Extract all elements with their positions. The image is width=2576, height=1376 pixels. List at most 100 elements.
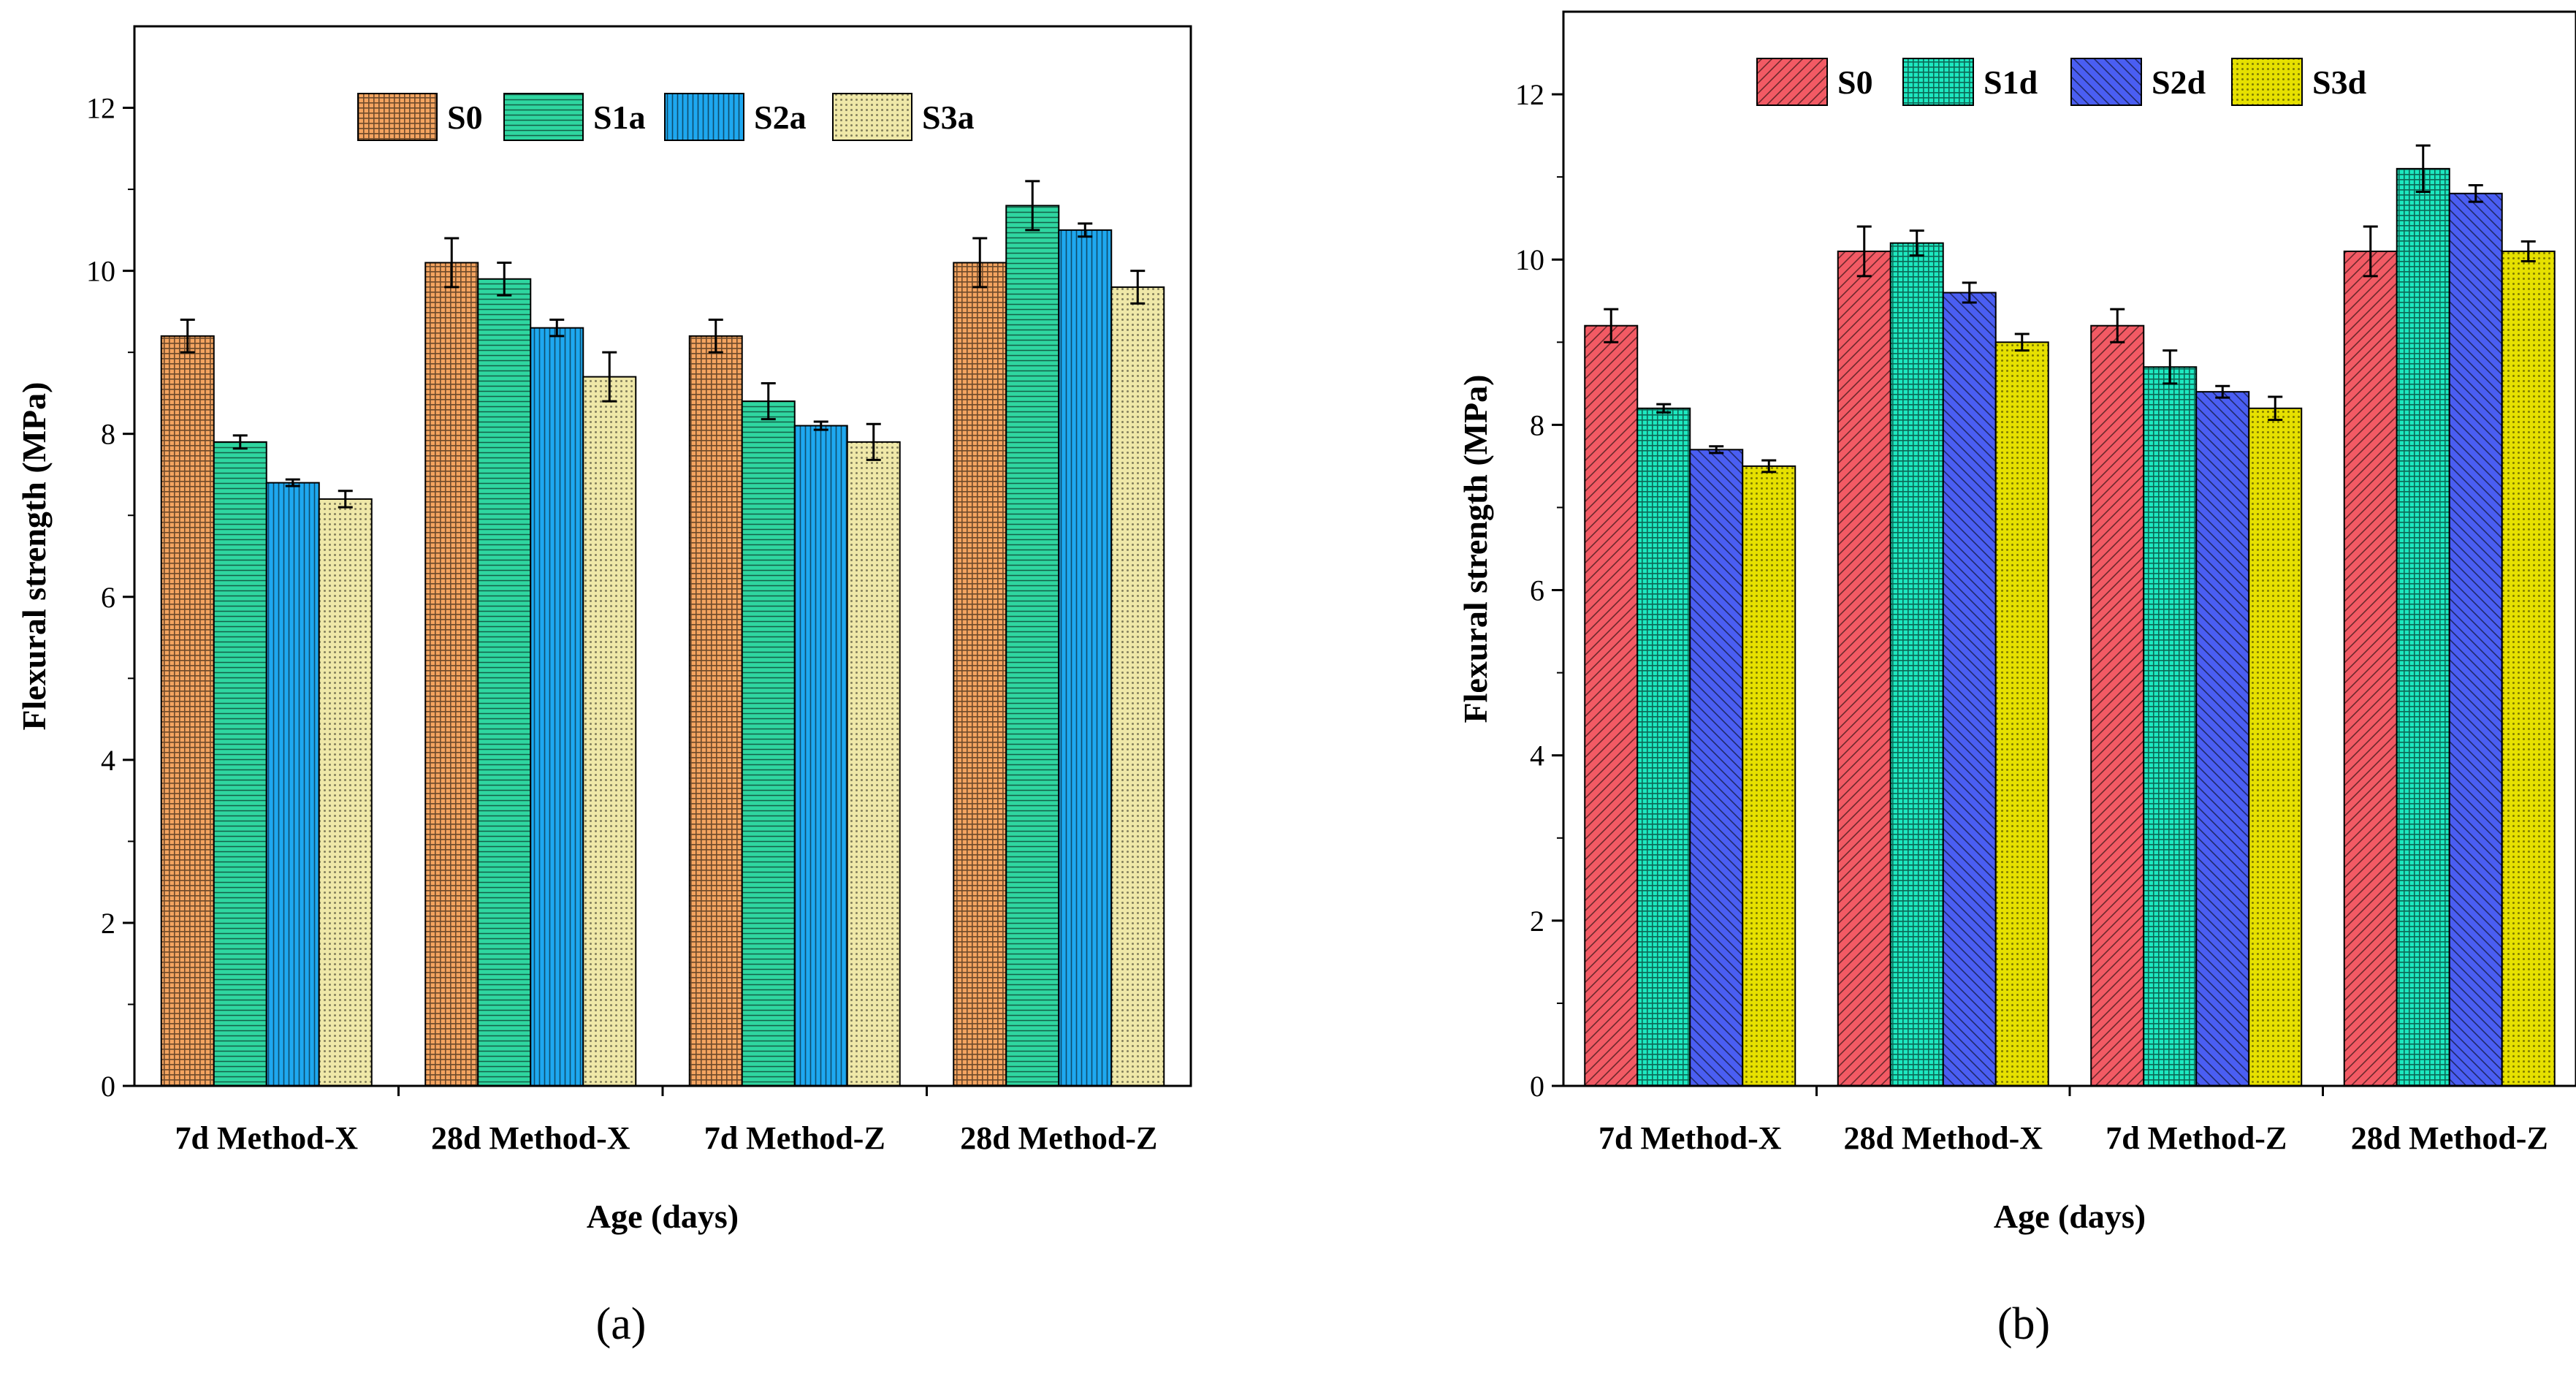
bar-s3a-2	[582, 376, 637, 1087]
legend-label-s1d: S1d	[1984, 64, 2038, 101]
x-tick-label: 28d Method-Z	[2351, 1120, 2548, 1156]
error-bar-s2d-1	[1709, 445, 1724, 455]
bar-s1d-2	[1889, 242, 1944, 1087]
x-axis-title: Age (days)	[587, 1198, 739, 1235]
y-tick-label: 6	[1530, 574, 1544, 607]
y-axis-title: Flexural strength (MPa)	[15, 382, 53, 731]
bar-s0-3	[688, 335, 743, 1087]
y-tick-label: 2	[1530, 905, 1544, 938]
y-tick-label: 8	[1530, 408, 1544, 441]
bar-s2d-3	[2195, 391, 2250, 1087]
y-tick-label: 6	[101, 581, 115, 614]
error-bar-s0-1	[1604, 308, 1619, 343]
bar-s3a-3	[846, 441, 901, 1087]
error-bar-s2d-3	[2215, 384, 2230, 399]
error-bar-s2d-4	[2468, 183, 2483, 203]
y-tick-label: 12	[86, 92, 115, 125]
y-tick-label: 2	[101, 907, 115, 940]
error-bar-s1d-2	[1909, 229, 1924, 257]
bar-s0-2	[424, 262, 479, 1087]
bar-s3a-1	[318, 498, 373, 1087]
chart-b: 7d Method-X 28d Method-X 7d Method-Z 28d Me…	[1457, 10, 2576, 1349]
error-bar-s2d-2	[1962, 281, 1977, 304]
plot-frame	[1562, 10, 2576, 1087]
bar-s2d-4	[2448, 192, 2503, 1087]
x-tick-label: 28d Method-Z	[960, 1120, 1157, 1156]
bar-s1a-2	[477, 278, 532, 1087]
bar-s2a-4	[1058, 229, 1113, 1087]
bar-s2d-1	[1689, 449, 1744, 1087]
legend-swatch-s3d	[2231, 58, 2303, 106]
bar-s1d-3	[2143, 366, 2198, 1087]
x-tick-label: 7d Method-Z	[704, 1120, 885, 1156]
bar-s2a-1	[265, 482, 320, 1087]
error-bar-s3d-1	[1761, 459, 1777, 474]
x-axis-title: Age (days)	[1994, 1198, 2146, 1235]
bar-s3d-3	[2248, 407, 2303, 1087]
error-bar-s3a-1	[338, 490, 353, 509]
panel-label: (b)	[1997, 1299, 2050, 1349]
y-tick-label: 10	[1515, 243, 1544, 276]
x-tick-label: 7d Method-X	[1598, 1120, 1782, 1156]
y-tick-label: 0	[101, 1070, 115, 1103]
x-tick-label: 7d Method-X	[175, 1120, 358, 1156]
error-bar-s3a-4	[1130, 270, 1146, 305]
legend-swatch-s2a	[664, 93, 744, 141]
error-bar-s0-3	[2110, 308, 2125, 343]
bar-s0-1	[1584, 324, 1639, 1087]
x-tick-label: 7d Method-Z	[2106, 1120, 2287, 1156]
bar-s0-1	[160, 335, 215, 1087]
legend-label-s3d: S3d	[2312, 64, 2367, 101]
legend-swatch-s1d	[1902, 58, 1974, 106]
bar-s0-3	[2090, 324, 2145, 1087]
legend-swatch-s0	[357, 93, 438, 141]
error-bar-s3d-3	[2268, 395, 2283, 422]
legend-label-s0: S0	[1837, 64, 1873, 101]
error-bar-s1a-4	[1025, 180, 1040, 232]
error-bar-s3d-2	[2014, 332, 2030, 352]
y-tick-label: 12	[1515, 78, 1544, 111]
y-tick-label: 8	[101, 418, 115, 451]
y-tick-label: 10	[86, 255, 115, 288]
legend-label-s2a: S2a	[754, 99, 807, 136]
bar-s3d-2	[1994, 341, 2049, 1087]
error-bar-s0-4	[2363, 225, 2378, 278]
y-axis-title: Flexural strength (MPa)	[1457, 375, 1494, 723]
y-tick-label: 4	[1530, 740, 1544, 772]
error-bar-s3a-2	[602, 351, 617, 403]
error-bar-s1a-1	[232, 434, 248, 450]
error-bar-s0-4	[972, 237, 988, 289]
legend-swatch-s2d	[2070, 58, 2142, 106]
error-bar-s2a-4	[1078, 222, 1093, 238]
bar-s1d-1	[1636, 407, 1691, 1087]
x-tick-label: 28d Method-X	[1843, 1120, 2043, 1156]
bar-s1d-4	[2396, 167, 2450, 1087]
error-bar-s0-2	[1856, 225, 1872, 278]
legend-label-s3a: S3a	[922, 99, 975, 136]
bar-s2a-3	[793, 425, 848, 1087]
bar-s0-4	[953, 262, 1007, 1087]
bar-s2d-2	[1942, 292, 1997, 1087]
error-bar-s2a-1	[285, 478, 300, 487]
error-bar-s3a-3	[866, 422, 881, 461]
error-bar-s1d-3	[2162, 349, 2178, 385]
legend-swatch-s1a	[503, 93, 584, 141]
legend-swatch-s0	[1756, 58, 1828, 106]
error-bar-s1a-3	[761, 382, 776, 421]
error-bar-s2a-3	[813, 420, 828, 431]
bar-s0-2	[1837, 250, 1891, 1087]
bar-s1a-1	[213, 441, 267, 1087]
error-bar-s3d-4	[2520, 240, 2536, 262]
error-bar-s0-1	[180, 319, 195, 354]
bar-s1a-3	[741, 400, 796, 1087]
error-bar-s2a-2	[549, 319, 565, 338]
legend-swatch-s3a	[832, 93, 912, 141]
bar-s1a-4	[1005, 205, 1060, 1087]
bar-s3a-4	[1110, 286, 1165, 1087]
error-bar-s0-3	[708, 319, 723, 354]
chart-a: 7d Method-X 28d Method-X 7d Method-Z 28d Me…	[15, 25, 1192, 1349]
bar-s0-4	[2343, 250, 2398, 1087]
bar-s2a-2	[530, 327, 584, 1087]
bar-s3d-4	[2501, 250, 2556, 1087]
